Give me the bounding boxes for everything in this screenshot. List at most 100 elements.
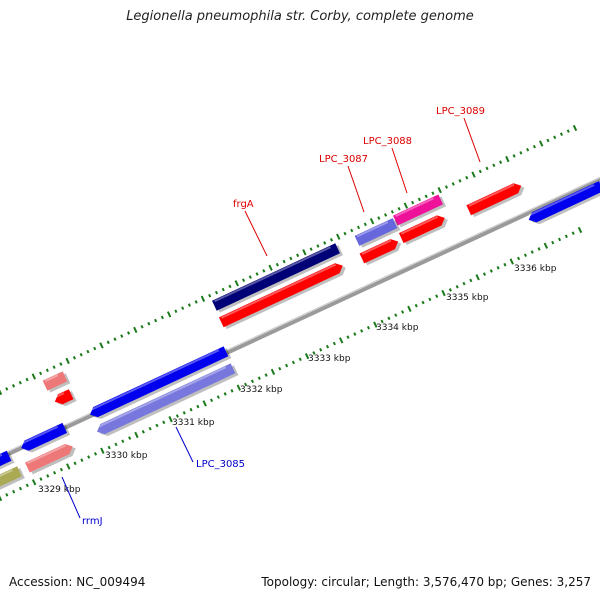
- minor-tick: [248, 275, 252, 279]
- minor-tick: [72, 356, 76, 360]
- minor-tick: [512, 154, 516, 158]
- minor-tick: [106, 340, 110, 345]
- major-tick: [99, 342, 104, 349]
- minor-tick: [503, 262, 507, 267]
- minor-tick: [216, 395, 220, 399]
- minor-tick: [93, 452, 98, 456]
- minor-tick: [18, 486, 23, 491]
- minor-tick: [291, 360, 295, 365]
- tick-label: 3333 kbp: [308, 354, 351, 364]
- minor-tick: [46, 474, 50, 478]
- gene-label-lpc-3085: LPC_3085: [196, 459, 245, 470]
- major-tick: [505, 155, 510, 163]
- minor-tick: [566, 129, 570, 133]
- tick-label: 3334 kbp: [376, 323, 419, 333]
- gene-rrmj-blue: [20, 422, 71, 453]
- major-tick: [236, 384, 241, 391]
- minor-tick: [289, 256, 293, 261]
- leader-line: [244, 210, 268, 257]
- minor-tick: [5, 493, 9, 497]
- minor-tick: [571, 231, 575, 235]
- gene-label-lpc-3087: LPC_3087: [319, 154, 368, 165]
- minor-tick: [363, 222, 367, 227]
- major-tick: [0, 388, 3, 396]
- leader-line: [61, 476, 81, 519]
- minor-tick: [451, 182, 455, 186]
- major-tick: [65, 357, 70, 365]
- tick-label: 3332 kbp: [240, 385, 283, 395]
- minor-tick: [39, 477, 43, 481]
- leader-line: [391, 147, 408, 194]
- major-tick: [539, 140, 544, 147]
- minor-tick: [140, 324, 144, 329]
- minor-tick: [564, 234, 568, 239]
- minor-tick: [223, 392, 227, 396]
- minor-tick: [39, 371, 43, 376]
- minor-tick: [160, 315, 164, 320]
- minor-tick: [59, 362, 63, 366]
- minor-tick: [45, 368, 49, 373]
- minor-tick: [435, 294, 439, 298]
- minor-tick: [196, 404, 200, 409]
- minor-tick: [312, 351, 316, 355]
- minor-tick: [384, 213, 388, 217]
- major-tick: [441, 289, 446, 297]
- minor-tick: [444, 185, 449, 189]
- minor-tick: [530, 250, 534, 254]
- minor-tick: [332, 341, 336, 346]
- gene-lpc-3089: [466, 183, 525, 218]
- minor-tick: [496, 266, 500, 270]
- major-tick: [543, 242, 549, 249]
- tick-label: 3335 kbp: [446, 293, 489, 303]
- minor-tick: [147, 321, 151, 326]
- minor-tick: [121, 439, 125, 444]
- accession-text: Accession: NC_009494: [9, 575, 146, 589]
- minor-tick: [517, 256, 521, 261]
- minor-tick: [181, 306, 185, 310]
- minor-tick: [154, 318, 158, 323]
- minor-tick: [296, 253, 300, 258]
- minor-tick: [448, 288, 452, 292]
- minor-tick: [187, 303, 191, 307]
- gene-left-blue: [0, 450, 15, 472]
- tick-label: 3330 kbp: [105, 451, 148, 461]
- tick-labels: 3329 kbp 3330 kbp 3331 kbp 3332 kbp 3333…: [38, 264, 557, 495]
- minor-tick: [519, 151, 523, 155]
- major-tick: [133, 326, 138, 334]
- minor-tick: [155, 423, 159, 428]
- minor-tick: [93, 346, 97, 351]
- minor-tick: [343, 231, 347, 236]
- major-tick: [403, 202, 409, 209]
- major-tick: [304, 352, 310, 360]
- minor-tick: [244, 382, 248, 387]
- minor-tick: [553, 135, 557, 140]
- minor-tick: [401, 310, 405, 314]
- tick-label: 3329 kbp: [38, 485, 81, 495]
- tick-label: 3336 kbp: [514, 264, 557, 274]
- gene-labels: LPC_3089 LPC_3088 LPC_3087 frgA LPC_3085…: [61, 106, 485, 527]
- minor-tick: [325, 344, 330, 349]
- minor-tick: [411, 200, 415, 205]
- minor-tick: [346, 335, 350, 339]
- minor-tick: [417, 197, 421, 202]
- gene-frga-red: [218, 263, 346, 330]
- major-tick: [407, 305, 412, 312]
- leader-line: [175, 426, 194, 463]
- major-tick: [202, 400, 207, 407]
- major-tick: [437, 186, 442, 194]
- gene-label-lpc-3088: LPC_3088: [363, 136, 412, 147]
- minor-tick: [18, 380, 22, 385]
- minor-tick: [120, 334, 124, 338]
- minor-tick: [319, 348, 323, 352]
- minor-tick: [230, 389, 234, 393]
- minor-tick: [366, 325, 371, 330]
- minor-tick: [208, 293, 212, 298]
- major-tick: [200, 295, 206, 302]
- minor-tick: [421, 300, 425, 305]
- gene-lpc-3088-pink: [393, 194, 447, 228]
- major-tick: [509, 258, 514, 265]
- minor-tick: [126, 331, 131, 335]
- minor-tick: [462, 281, 466, 286]
- gene-blue-right: [528, 181, 600, 225]
- gene-label-rrmj: rrmJ: [82, 516, 103, 527]
